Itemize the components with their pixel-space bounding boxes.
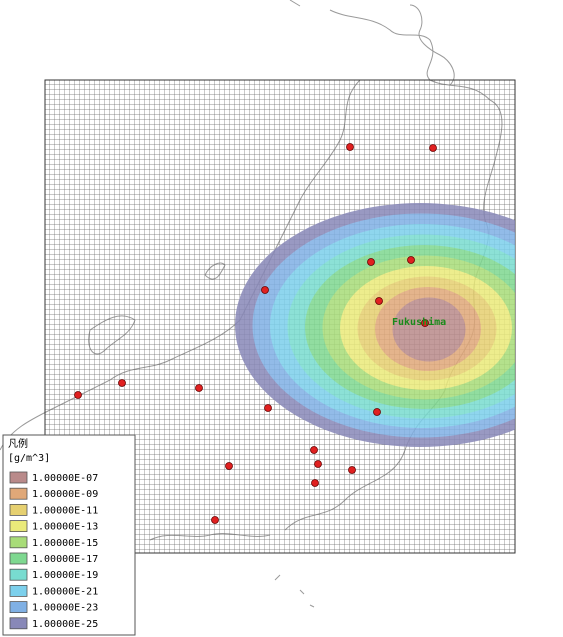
site-marker <box>311 479 319 487</box>
legend-label: 1.00000E-09 <box>32 489 98 500</box>
legend-swatch <box>9 601 28 613</box>
legend-swatch <box>9 585 28 597</box>
legend-title: 凡例 <box>8 437 28 450</box>
site-marker <box>264 404 272 412</box>
legend-label: 1.00000E-25 <box>32 619 98 630</box>
legend-label: 1.00000E-23 <box>32 603 98 614</box>
site-marker <box>225 462 233 470</box>
legend-label: 1.00000E-11 <box>32 505 98 516</box>
legend-swatch <box>9 617 28 630</box>
plume-band <box>392 297 466 362</box>
legend-label: 1.00000E-15 <box>32 538 98 549</box>
legend: 凡例 [g/m^3] 1.00000E-07 1.00000E-09 1.00000… <box>2 434 136 636</box>
site-marker <box>373 408 381 416</box>
legend-swatch <box>9 520 28 532</box>
site-marker <box>310 446 318 454</box>
legend-swatch <box>9 471 28 484</box>
site-marker <box>375 297 383 305</box>
legend-label: 1.00000E-17 <box>32 554 98 565</box>
legend-label: 1.00000E-19 <box>32 570 98 581</box>
legend-swatch <box>9 536 28 549</box>
legend-unit: [g/m^3] <box>8 453 50 464</box>
legend-swatch <box>9 487 28 500</box>
site-marker <box>195 384 203 392</box>
legend-swatch <box>9 568 28 581</box>
site-marker <box>367 258 375 266</box>
site-marker <box>348 466 356 474</box>
site-marker <box>429 144 437 152</box>
sites <box>74 143 437 524</box>
site-marker <box>74 391 82 399</box>
legend-label: 1.00000E-13 <box>32 522 98 533</box>
site-marker <box>261 286 269 294</box>
legend-label: 1.00000E-21 <box>32 586 98 597</box>
site-marker <box>407 256 415 264</box>
legend-swatch <box>9 503 28 516</box>
site-marker <box>346 143 354 151</box>
legend-label: 1.00000E-07 <box>32 473 98 484</box>
site-marker <box>211 516 219 524</box>
legend-swatch <box>9 552 28 565</box>
dispersion-plume <box>235 203 515 447</box>
site-marker <box>314 460 322 468</box>
site-marker <box>421 319 429 327</box>
place-label: Fukushima <box>392 316 446 328</box>
site-marker <box>118 379 126 387</box>
